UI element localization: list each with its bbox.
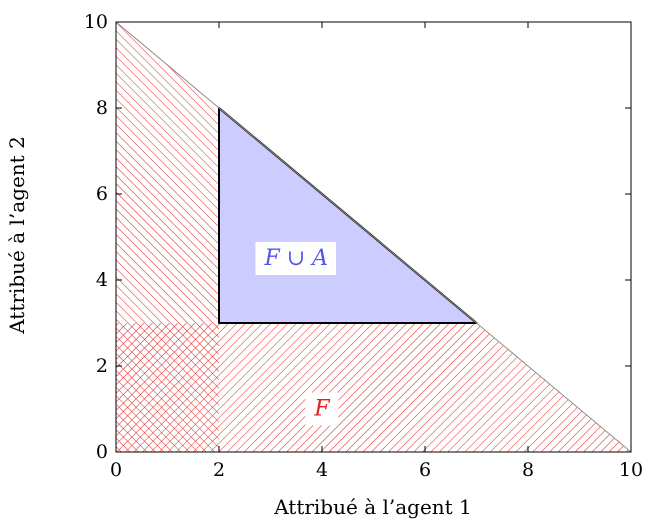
region-0 (116, 323, 631, 452)
y-tick-label: 2 (96, 355, 108, 377)
plot-frame (115, 21, 632, 453)
x-tick-label: 10 (619, 459, 643, 481)
region-label-text: F ∪ A (263, 246, 328, 271)
y-tick-label: 4 (96, 269, 108, 291)
budget-line (115, 21, 632, 453)
y-axis-label: Attribué à l’agent 2 (5, 136, 29, 335)
y-tick-label: 0 (96, 441, 108, 463)
axis-ticks: 0 2 4 6 8 10 0 2 4 6 8 10 (84, 11, 643, 481)
region-labels: F F ∪ A (255, 242, 339, 426)
y-tick-label: 6 (96, 183, 108, 205)
region-1 (116, 22, 219, 452)
plot-border (115, 21, 632, 453)
x-axis-label: Attribué à l’agent 1 (273, 495, 472, 519)
x-tick-label: 6 (419, 459, 431, 481)
x-tick-label: 2 (213, 459, 225, 481)
region-label-0: F (305, 392, 339, 426)
y-tick-label: 10 (84, 11, 108, 33)
x-tick-label: 0 (110, 459, 122, 481)
y-tick-label: 8 (96, 97, 108, 119)
region-label-bg (255, 242, 337, 275)
x-tick-label: 8 (522, 459, 534, 481)
region-label-2: F ∪ A (255, 242, 337, 275)
region-label-text: F (313, 397, 330, 422)
x-tick-label: 4 (316, 459, 328, 481)
region-label-bg (305, 392, 339, 426)
